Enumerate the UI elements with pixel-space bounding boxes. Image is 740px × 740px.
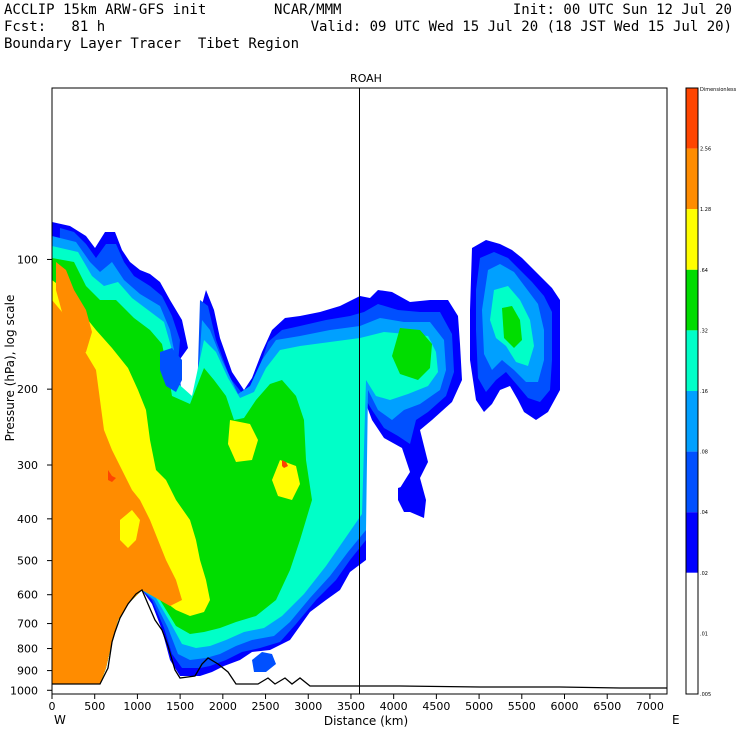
- x-tick-label: 3000: [294, 700, 322, 713]
- header-line2-left: Fcst: 81 h: [4, 19, 106, 35]
- y-axis-label: Pressure (hPa), log scale: [3, 295, 17, 442]
- tracer-contour: [228, 420, 258, 462]
- y-tick-label: 100: [17, 253, 38, 266]
- x-tick-label: 1000: [123, 700, 151, 713]
- colorbar-frame: [685, 87, 699, 695]
- y-tick-label: 400: [17, 513, 38, 526]
- colorbar-level-label: .16: [700, 389, 708, 395]
- x-tick-label: 4000: [380, 700, 408, 713]
- header-line1-right: Init: 00 UTC Sun 12 Jul 20: [512, 2, 732, 18]
- tracer-contour: [252, 652, 276, 672]
- y-tick-label: 1000: [10, 684, 38, 697]
- colorbar-swatch: [686, 633, 698, 694]
- terrain-line: [52, 589, 667, 689]
- colorbar-swatch: [686, 88, 698, 149]
- x-tick-label: 0: [49, 700, 56, 713]
- colorbar-swatch: [686, 269, 698, 331]
- tracer-contour: [392, 328, 432, 380]
- tracer-contour: [282, 460, 288, 468]
- y-tick-label: 500: [17, 555, 38, 568]
- colorbar-top-label: Dimensionless: [700, 87, 737, 93]
- tracer-contour: [52, 620, 104, 684]
- colorbar-swatch: [686, 451, 698, 513]
- tracer-contour: [120, 510, 140, 548]
- x-tick-label: 5500: [508, 700, 536, 713]
- x-tick-label: 7000: [636, 700, 664, 713]
- tracer-fields: [52, 222, 560, 684]
- chart-title: ROAH: [350, 72, 382, 85]
- colorbar-swatch: [686, 391, 698, 452]
- tracer-contour: [160, 348, 182, 392]
- tracer-contour: [272, 460, 300, 500]
- x-tick-label: 5000: [465, 700, 493, 713]
- colorbar-swatch: [686, 330, 698, 391]
- tracer-contour: [398, 484, 418, 512]
- y-tick-label: 900: [17, 665, 38, 678]
- plot-frame: [51, 87, 668, 695]
- tracer-contour: [108, 470, 116, 482]
- tracer-contour: [56, 262, 92, 356]
- y-tick-label: 600: [17, 589, 38, 602]
- tracer-contour: [52, 300, 182, 684]
- colorbar-level-label: .08: [700, 450, 708, 456]
- colorbar-swatch: [686, 512, 698, 573]
- x-tick-label: 500: [84, 700, 105, 713]
- east-label: E: [672, 713, 680, 727]
- y-tick-label: 800: [17, 643, 38, 656]
- x-tick-label: 6000: [551, 700, 579, 713]
- y-tick-label: 700: [17, 618, 38, 631]
- x-tick-label: 6500: [593, 700, 621, 713]
- colorbar-swatch: [686, 148, 698, 210]
- y-tick-label: 200: [17, 383, 38, 396]
- x-tick-label: 2500: [252, 700, 280, 713]
- west-label: W: [54, 713, 66, 727]
- header-line1-left: ACCLIP 15km ARW-GFS init: [4, 2, 207, 18]
- y-tick-label: 300: [17, 459, 38, 472]
- header-line1-mid: NCAR/MMM: [274, 2, 342, 18]
- x-axis-label: Distance (km): [324, 714, 408, 728]
- colorbar-level-label: .005: [700, 692, 711, 698]
- y-axis: 100 200 300 400 500 600 700 800 900 1000: [10, 253, 52, 697]
- colorbar-swatch: [686, 572, 698, 634]
- x-tick-label: 1500: [166, 700, 194, 713]
- x-axis: 0 500 1000 1500 2000 2500 3000 3500 4000 4500 5000…: [49, 694, 664, 713]
- colorbar-level-label: .02: [700, 571, 708, 577]
- colorbar: Dimensionless 2.56 1.28 .64 .32 .16 .08 .04 .02.…: [685, 87, 737, 698]
- colorbar-level-label: 2.56: [700, 147, 711, 153]
- tracer-contour: [502, 306, 522, 348]
- colorbar-level-label: .32: [700, 328, 708, 334]
- colorbar-level-label: 1.28: [700, 207, 711, 213]
- x-tick-label: 2000: [209, 700, 237, 713]
- header-line2-right: Valid: 09 UTC Wed 15 Jul 20 (18 JST Wed …: [310, 19, 732, 35]
- colorbar-level-label: .01: [700, 631, 708, 637]
- x-tick-label: 4500: [422, 700, 450, 713]
- colorbar-level-label: .64: [700, 268, 708, 274]
- x-tick-label: 3500: [337, 700, 365, 713]
- colorbar-swatch: [686, 209, 698, 270]
- header-line3-left: Boundary Layer Tracer Tibet Region: [4, 36, 300, 52]
- colorbar-level-label: .04: [700, 510, 708, 516]
